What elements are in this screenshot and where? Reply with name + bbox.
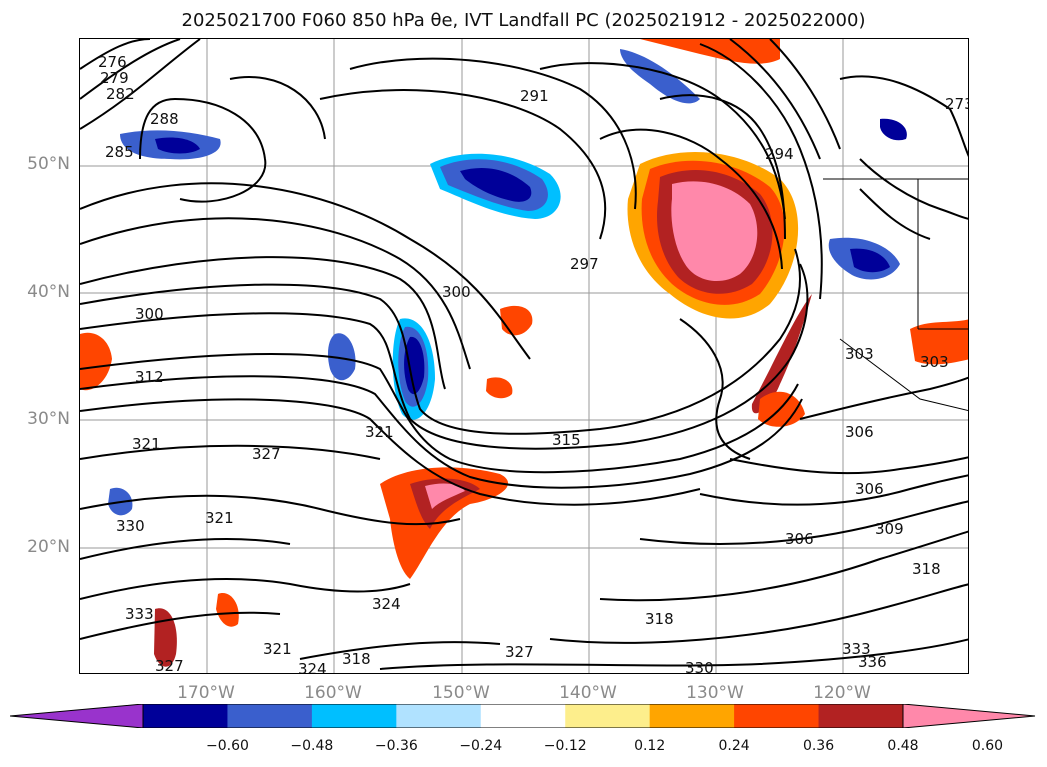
contour-label: 333 [842, 640, 871, 658]
colorbar-tick-label: 0.48 [887, 738, 919, 754]
lon-label-170w: 170°W [177, 683, 235, 703]
contour-label: 330 [116, 517, 145, 535]
contour-label: 315 [552, 431, 581, 449]
contour-label: 318 [912, 560, 941, 578]
colorbar-segment [143, 704, 228, 728]
lon-label-160w: 160°W [304, 683, 362, 703]
contour-label: 276 [98, 53, 127, 71]
contour-label: 333 [125, 605, 154, 623]
lon-label-130w: 130°W [686, 683, 744, 703]
contour-label: 312 [135, 368, 164, 386]
colorbar-segments [10, 704, 1036, 728]
colorbar-tick-label: −0.24 [459, 738, 503, 754]
contour-label: 285 [105, 143, 134, 161]
colorbar-tick-label: −0.36 [374, 738, 418, 754]
contour-label: 321 [205, 509, 234, 527]
contour-label: 300 [135, 305, 164, 323]
colorbar-segment [311, 704, 397, 728]
contour-label: 330 [685, 659, 714, 674]
lon-label-120w: 120°W [813, 683, 871, 703]
contour-label: 303 [920, 353, 949, 371]
colorbar-tick-label: 0.60 [971, 738, 1004, 754]
colorbar-segment [818, 704, 904, 728]
lat-label-30n: 30°N [27, 409, 70, 429]
contour-label: 294 [765, 145, 794, 163]
contour-label: 297 [570, 255, 599, 273]
contour-label: 321 [263, 640, 292, 658]
colorbar-tick-label: 0.36 [802, 738, 835, 754]
colorbar-tick-label: −0.48 [290, 738, 334, 754]
colorbar-tick-label: 0.24 [718, 738, 750, 754]
contour-label: 306 [845, 423, 874, 441]
contour-label: 318 [645, 610, 674, 628]
borders [823, 178, 968, 412]
lat-label-50n: 50°N [27, 154, 70, 174]
colorbar-tick-label: −0.60 [205, 738, 249, 754]
shaded-regions [80, 39, 968, 667]
lon-label-150w: 150°W [432, 683, 490, 703]
contour-label: 306 [785, 530, 814, 548]
colorbar-extend-min [10, 704, 144, 728]
contour-label: 282 [106, 85, 135, 103]
contour-label-group: 276 279 282 285 288 291 294 297 300 300 … [98, 53, 969, 674]
colorbar-tick-label: −0.12 [543, 738, 587, 754]
contour-lines [80, 39, 968, 670]
contour-label: 306 [855, 480, 884, 498]
colorbar-segment [480, 704, 566, 728]
contour-label: 318 [342, 650, 371, 668]
contour-label: 324 [372, 595, 401, 613]
contour-label: 321 [365, 423, 394, 441]
colorbar-segment [227, 704, 313, 728]
contour-label: 324 [298, 660, 327, 674]
map-canvas: 276 279 282 285 288 291 294 297 300 300 … [80, 39, 969, 674]
contour-label: 291 [520, 87, 549, 105]
lon-label-140w: 140°W [559, 683, 617, 703]
colorbar [10, 704, 1036, 728]
contour-label: 273 [945, 95, 969, 113]
contour-label: 327 [155, 657, 184, 674]
contour-label: 327 [505, 643, 534, 661]
colorbar-segment [565, 704, 651, 728]
contour-label: 321 [132, 435, 161, 453]
lat-label-20n: 20°N [27, 537, 70, 557]
contour-label: 327 [252, 445, 281, 463]
lat-label-40n: 40°N [27, 282, 70, 302]
contour-label: 309 [875, 520, 904, 538]
map-title: 2025021700 F060 850 hPa θe, IVT Landfall… [181, 10, 866, 31]
colorbar-segment [649, 704, 735, 728]
colorbar-extend-max [902, 704, 1036, 728]
colorbar-tick-label: 0.12 [634, 738, 666, 754]
colorbar-segment [396, 704, 482, 728]
contour-label: 336 [858, 653, 887, 671]
contour-label: 279 [100, 69, 129, 87]
contour-label: 303 [845, 345, 874, 363]
contour-label: 288 [150, 110, 179, 128]
map-panel: 276 279 282 285 288 291 294 297 300 300 … [79, 38, 969, 674]
colorbar-segment [734, 704, 820, 728]
contour-label: 300 [442, 283, 471, 301]
